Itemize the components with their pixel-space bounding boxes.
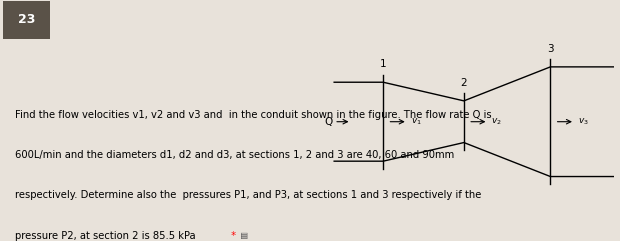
Text: $v_2$: $v_2$ bbox=[491, 116, 502, 127]
Text: Find the flow velocities v1, v2 and v3 and  in the conduit shown in the figure. : Find the flow velocities v1, v2 and v3 a… bbox=[16, 109, 492, 120]
Text: *: * bbox=[228, 231, 236, 241]
Text: ▤: ▤ bbox=[235, 231, 248, 240]
Text: 23: 23 bbox=[17, 13, 35, 26]
Text: 2: 2 bbox=[461, 78, 467, 88]
Text: 3: 3 bbox=[547, 44, 554, 54]
Text: Q: Q bbox=[324, 117, 333, 127]
Text: 600L/min and the diameters d1, d2 and d3, at sections 1, 2 and 3 are 40, 60 and : 600L/min and the diameters d1, d2 and d3… bbox=[16, 150, 454, 160]
Text: 1: 1 bbox=[380, 59, 386, 69]
Text: $v_3$: $v_3$ bbox=[578, 116, 588, 127]
Text: $v_1$: $v_1$ bbox=[410, 116, 422, 127]
Text: respectively. Determine also the  pressures P1, and P3, at sections 1 and 3 resp: respectively. Determine also the pressur… bbox=[16, 190, 482, 200]
Text: pressure P2, at section 2 is 85.5 kPa: pressure P2, at section 2 is 85.5 kPa bbox=[16, 231, 196, 241]
